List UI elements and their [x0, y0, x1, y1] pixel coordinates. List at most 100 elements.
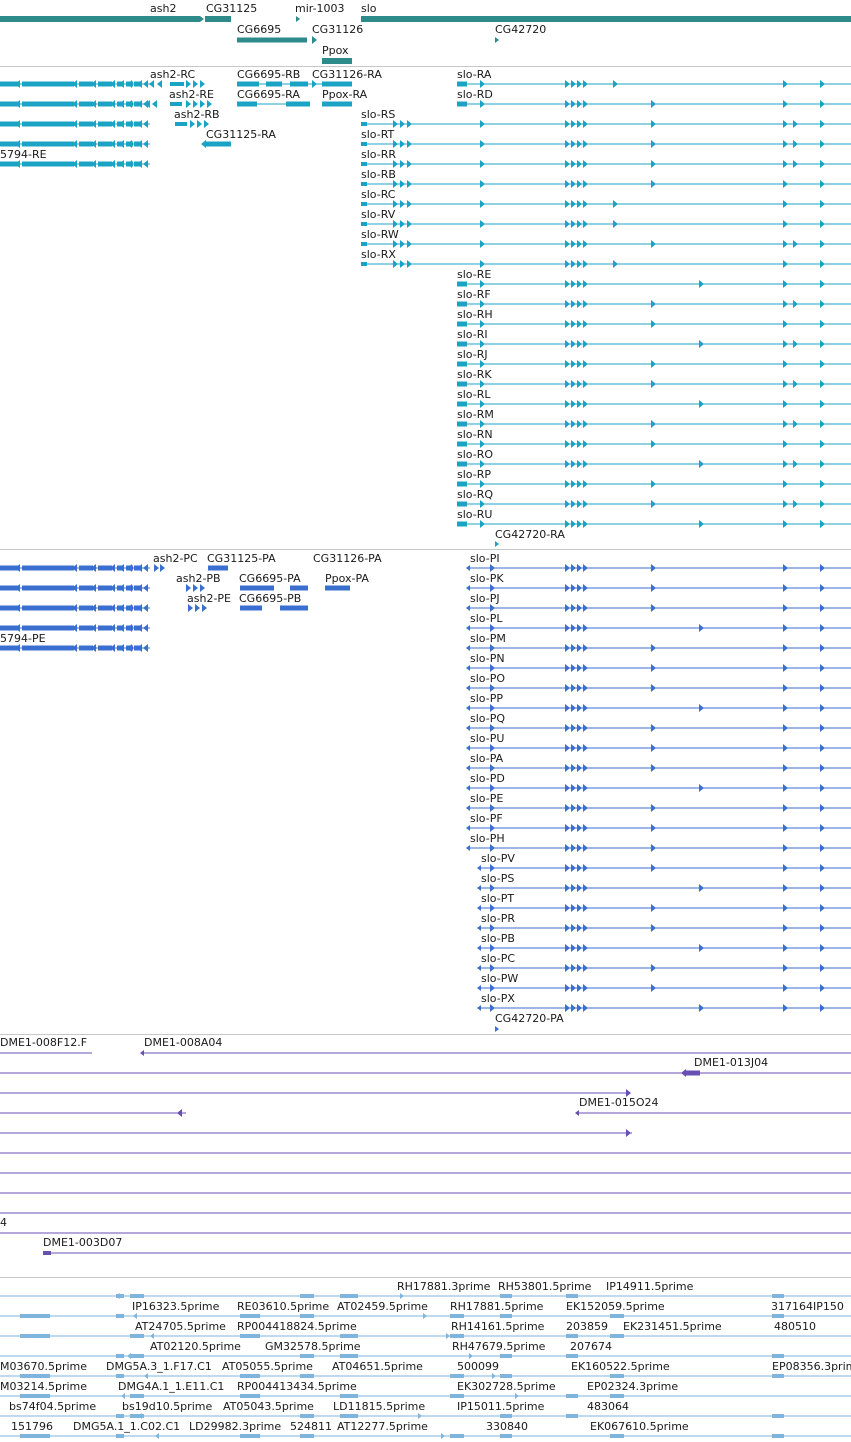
protein-label[interactable]: slo-PO	[470, 672, 505, 685]
est-label[interactable]: AT02459.5prime	[337, 1300, 428, 1313]
est-label[interactable]: AT05043.5prime	[223, 1400, 314, 1413]
protein-label[interactable]: ash2-PB	[176, 572, 221, 585]
protein-label[interactable]: slo-PJ	[470, 592, 500, 605]
est-label[interactable]: EK231451.5prime	[623, 1320, 722, 1333]
clone-label[interactable]: DME1-015O24	[579, 1096, 659, 1109]
est-label[interactable]: 317164IP150	[771, 1300, 844, 1313]
est-label[interactable]: 330840	[486, 1420, 528, 1433]
transcript-label[interactable]: slo-RE	[457, 268, 492, 281]
transcript-label[interactable]: slo-RU	[457, 508, 493, 521]
est-label[interactable]: RE03610.5prime	[237, 1300, 330, 1313]
protein-label[interactable]: slo-PD	[470, 772, 505, 785]
clone-label[interactable]: 4	[0, 1216, 7, 1229]
protein-label[interactable]: slo-PN	[470, 652, 505, 665]
protein-label[interactable]: slo-PW	[481, 972, 519, 985]
protein-label[interactable]: slo-PP	[470, 692, 503, 705]
est-label[interactable]: RH17881.5prime	[450, 1300, 544, 1313]
transcript-label[interactable]: slo-RV	[361, 208, 396, 221]
transcript-label[interactable]: slo-RT	[361, 128, 395, 141]
protein-label[interactable]: ash2-PE	[187, 592, 231, 605]
protein-label[interactable]: slo-PA	[470, 752, 504, 765]
est-label[interactable]: AT04651.5prime	[332, 1360, 423, 1373]
protein-label[interactable]: slo-PC	[481, 952, 516, 965]
transcript-label[interactable]: ash2-RC	[150, 68, 196, 81]
protein-label[interactable]: slo-PR	[481, 912, 515, 925]
est-label[interactable]: RH17881.3prime	[397, 1280, 491, 1293]
transcript-label[interactable]: slo-RI	[457, 328, 488, 341]
est-label[interactable]: 203859	[566, 1320, 608, 1333]
transcript-label[interactable]: slo-RH	[457, 308, 493, 321]
transcript-label[interactable]: slo-RO	[457, 448, 493, 461]
protein-label[interactable]: slo-PI	[470, 552, 500, 565]
clone-label[interactable]: DME1-008A04	[144, 1036, 223, 1049]
est-label[interactable]: RH47679.5prime	[452, 1340, 546, 1353]
est-label[interactable]: AT24705.5prime	[135, 1320, 226, 1333]
clone-label[interactable]: DME1-013J04	[694, 1056, 769, 1069]
est-label[interactable]: EK152059.5prime	[566, 1300, 665, 1313]
est-label[interactable]: GM32578.5prime	[265, 1340, 361, 1353]
protein-label[interactable]: slo-PQ	[470, 712, 505, 725]
transcript-label[interactable]: slo-RK	[457, 368, 492, 381]
protein-label[interactable]: CG31125-PA	[207, 552, 276, 565]
est-label[interactable]: RH14161.5prime	[451, 1320, 545, 1333]
protein-label[interactable]: CG42720-PA	[495, 1012, 564, 1025]
est-label[interactable]: EK160522.5prime	[571, 1360, 670, 1373]
transcript-label[interactable]: CG31126-RA	[312, 68, 382, 81]
protein-label[interactable]: slo-PX	[481, 992, 515, 1005]
transcript-label[interactable]: slo-RJ	[457, 348, 488, 361]
gene-label[interactable]: Ppox	[322, 44, 349, 57]
protein-label[interactable]: slo-PM	[470, 632, 506, 645]
est-label[interactable]: AT12277.5prime	[337, 1420, 428, 1433]
transcript-label[interactable]: slo-RP	[457, 468, 491, 481]
protein-label[interactable]: slo-PV	[481, 852, 515, 865]
transcript-label[interactable]: ash2-RE	[169, 88, 215, 101]
est-label[interactable]: 207674	[570, 1340, 612, 1353]
transcript-label[interactable]: CG31125-RA	[206, 128, 276, 141]
transcript-label[interactable]: slo-RA	[457, 68, 492, 81]
gene-label[interactable]: slo	[361, 2, 377, 15]
protein-label[interactable]: 5794-PE	[0, 632, 46, 645]
est-label[interactable]: DMG5A.1_1.C02.C1	[73, 1420, 181, 1433]
protein-label[interactable]: CG31126-PA	[313, 552, 382, 565]
clone-label[interactable]: DME1-008F12.F	[0, 1036, 88, 1049]
protein-label[interactable]: slo-PB	[481, 932, 515, 945]
est-label[interactable]: 151796	[11, 1420, 53, 1433]
est-label[interactable]: 480510	[774, 1320, 816, 1333]
gene-label[interactable]: ash2	[150, 2, 177, 15]
protein-label[interactable]: ash2-PC	[153, 552, 198, 565]
transcript-label[interactable]: slo-RX	[361, 248, 396, 261]
est-label[interactable]: RH53801.5prime	[498, 1280, 592, 1293]
transcript-label[interactable]: Ppox-RA	[322, 88, 368, 101]
est-label[interactable]: EP08356.3prime	[772, 1360, 851, 1373]
transcript-label[interactable]: slo-RS	[361, 108, 396, 121]
transcript-label[interactable]: slo-RC	[361, 188, 396, 201]
protein-label[interactable]: slo-PF	[470, 812, 503, 825]
transcript-label[interactable]: slo-RL	[457, 388, 491, 401]
transcript-label[interactable]: slo-RR	[361, 148, 396, 161]
protein-label[interactable]: slo-PS	[481, 872, 515, 885]
est-label[interactable]: AT05055.5prime	[222, 1360, 313, 1373]
protein-label[interactable]: CG6695-PB	[239, 592, 302, 605]
transcript-label[interactable]: CG6695-RA	[237, 88, 300, 101]
gene-label[interactable]: CG6695	[237, 23, 282, 36]
est-label[interactable]: LD11815.5prime	[333, 1400, 426, 1413]
transcript-label[interactable]: slo-RD	[457, 88, 493, 101]
est-label[interactable]: IP14911.5prime	[606, 1280, 694, 1293]
protein-label[interactable]: slo-PL	[470, 612, 503, 625]
est-label[interactable]: 500099	[457, 1360, 499, 1373]
transcript-label[interactable]: CG42720-RA	[495, 528, 565, 541]
est-label[interactable]: RP004413434.5prime	[237, 1380, 357, 1393]
est-label[interactable]: IP16323.5prime	[132, 1300, 220, 1313]
protein-label[interactable]: slo-PE	[470, 792, 504, 805]
transcript-label[interactable]: slo-RN	[457, 428, 493, 441]
gene-label[interactable]: CG42720	[495, 23, 547, 36]
protein-label[interactable]: Ppox-PA	[325, 572, 369, 585]
est-label[interactable]: DMG4A.1_1.E11.C1	[118, 1380, 225, 1393]
est-label[interactable]: bs74f04.5prime	[9, 1400, 97, 1413]
est-label[interactable]: EK302728.5prime	[457, 1380, 556, 1393]
protein-label[interactable]: slo-PH	[470, 832, 505, 845]
est-label[interactable]: bs19d10.5prime	[122, 1400, 213, 1413]
est-label[interactable]: IP15011.5prime	[457, 1400, 545, 1413]
transcript-label[interactable]: ash2-RB	[174, 108, 220, 121]
transcript-label[interactable]: 5794-RE	[0, 148, 47, 161]
